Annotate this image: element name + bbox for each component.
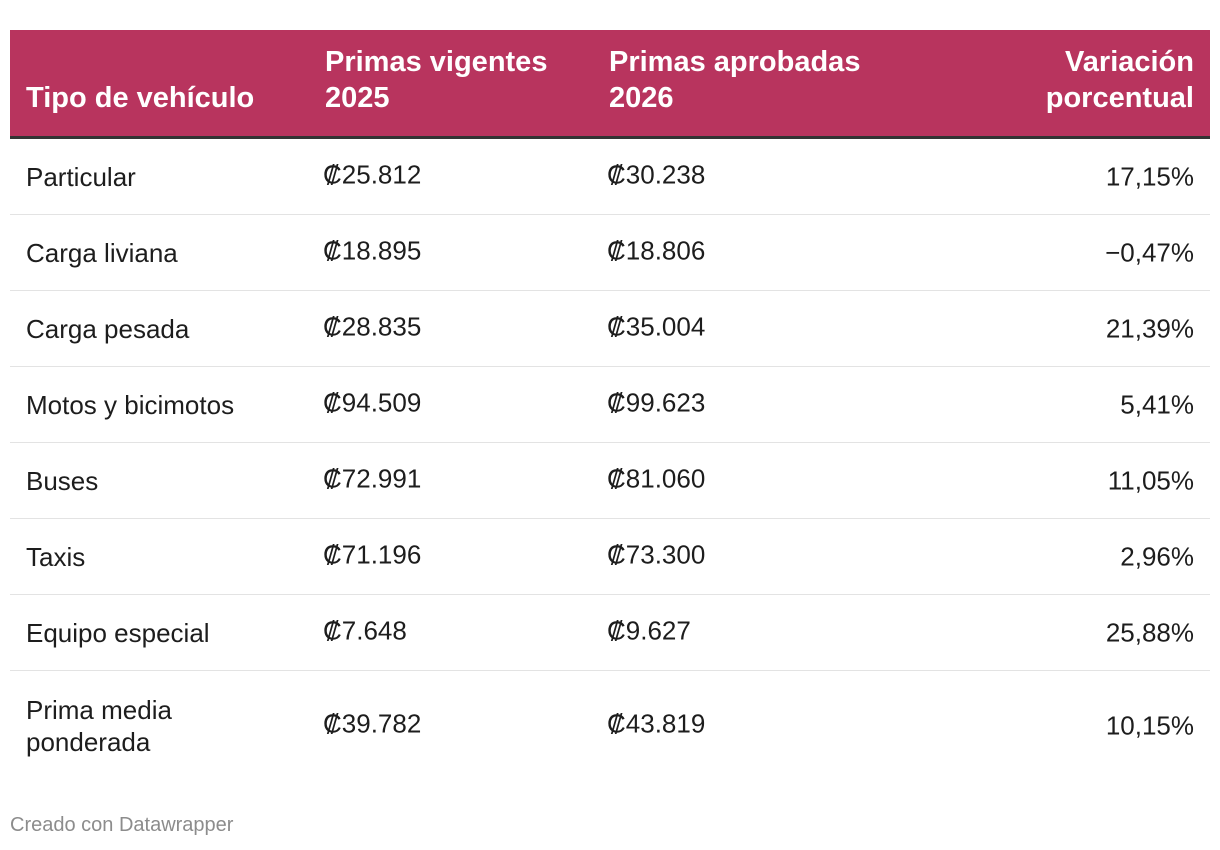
cell-variacion: 17,15% (1105, 161, 1194, 191)
cell-vigentes-2025: ₡72.991 (323, 463, 422, 493)
datawrapper-credit[interactable]: Creado con Datawrapper (10, 814, 234, 836)
cell-vigentes-2025: ₡7.648 (323, 615, 407, 645)
table-row: Buses ₡72.991 ₡81.060 11,05% (10, 443, 1210, 519)
cell-variacion: 25,88% (1105, 617, 1194, 647)
cell-tipo: Taxis (26, 541, 86, 572)
table-row: Taxis ₡71.196 ₡73.300 2,96% (10, 519, 1210, 595)
table-row: Motos y bicimotos ₡94.509 ₡99.623 5,41% (10, 367, 1210, 443)
cell-aprobadas-2026: ₡99.623 (607, 387, 706, 417)
cell-tipo: Motos y bicimotos (26, 389, 235, 420)
cell-tipo: Carga liviana (26, 237, 178, 268)
table-body: Particular ₡25.812 ₡30.238 17,15% Carga livi… (10, 139, 1210, 781)
cell-aprobadas-2026: ₡81.060 (607, 463, 706, 493)
cell-variacion: 10,15% (1105, 710, 1194, 741)
cell-vigentes-2025: ₡71.196 (323, 539, 422, 569)
table-row: Carga liviana ₡18.895 ₡18.806 −0,47% (10, 215, 1210, 291)
cell-tipo: Carga pesada (26, 313, 190, 344)
table-row: Prima media ponderada ₡39.782 ₡43.819 10,15… (10, 671, 1210, 781)
cell-vigentes-2025: ₡94.509 (323, 387, 422, 417)
cell-vigentes-2025: ₡39.782 (323, 708, 422, 739)
cell-variacion: −0,47% (1105, 237, 1194, 267)
cell-variacion: 2,96% (1120, 541, 1194, 571)
cell-tipo: Buses (26, 465, 99, 496)
cell-tipo: Equipo especial (26, 617, 210, 648)
data-table: Tipo de vehículo Primas vigentes 2025 Pr… (10, 30, 1210, 781)
cell-tipo: Prima media ponderada (26, 695, 172, 757)
cell-vigentes-2025: ₡28.835 (323, 311, 422, 341)
cell-aprobadas-2026: ₡18.806 (607, 235, 706, 265)
header-aprobadas-2026[interactable]: Primas aprobadas 2026 (609, 46, 861, 114)
table-row: Equipo especial ₡7.648 ₡9.627 25,88% (10, 595, 1210, 671)
cell-aprobadas-2026: ₡43.819 (607, 708, 706, 739)
cell-variacion: 5,41% (1120, 389, 1194, 419)
cell-tipo: Particular (26, 161, 136, 192)
table-header: Tipo de vehículo Primas vigentes 2025 Pr… (10, 30, 1210, 139)
cell-aprobadas-2026: ₡73.300 (607, 539, 706, 569)
cell-variacion: 11,05% (1107, 465, 1194, 495)
cell-vigentes-2025: ₡18.895 (323, 235, 422, 265)
header-vigentes-2025[interactable]: Primas vigentes 2025 (325, 46, 548, 114)
cell-variacion: 21,39% (1105, 313, 1194, 343)
cell-vigentes-2025: ₡25.812 (323, 159, 422, 189)
header-tipo[interactable]: Tipo de vehículo (26, 82, 255, 114)
cell-aprobadas-2026: ₡9.627 (607, 615, 691, 645)
table-row: Carga pesada ₡28.835 ₡35.004 21,39% (10, 291, 1210, 367)
header-variacion[interactable]: Variación porcentual (1045, 46, 1194, 114)
table-row: Particular ₡25.812 ₡30.238 17,15% (10, 139, 1210, 215)
cell-aprobadas-2026: ₡35.004 (607, 311, 706, 341)
cell-aprobadas-2026: ₡30.238 (607, 159, 706, 189)
